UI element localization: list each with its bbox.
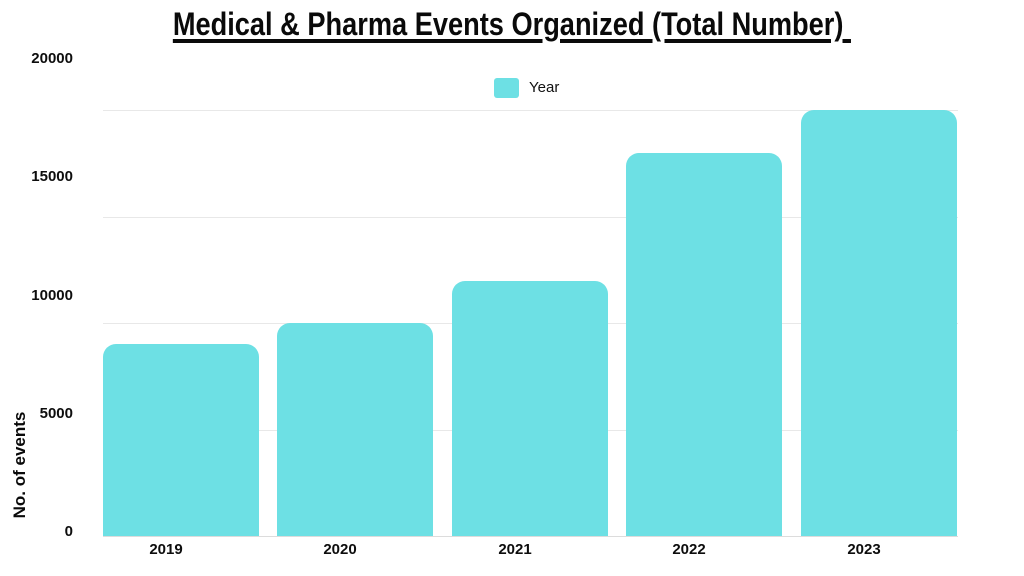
x-tick-label: 2022 [672,541,706,558]
x-tick-label: 2021 [498,541,532,558]
legend-label: Year [529,79,560,96]
gridline [103,110,958,111]
y-tick-label: 10000 [31,287,73,304]
y-tick-label: 15000 [31,168,73,185]
bar [452,281,608,536]
x-tick-label: 2023 [847,541,881,558]
bar [801,110,957,536]
y-axis-title: No. of events [10,411,29,519]
y-tick-label: 0 [64,523,73,540]
bar [277,323,433,536]
bar [103,344,259,536]
y-tick-label: 20000 [31,50,73,67]
x-axis-baseline [103,536,958,537]
bar [626,153,782,536]
gridline [103,217,958,218]
x-tick-label: 2019 [149,541,183,558]
legend-swatch-icon [494,77,519,98]
y-tick-label: 5000 [39,405,73,422]
x-tick-label: 2020 [323,541,357,558]
legend: Year [494,77,559,98]
chart-title: Medical & Pharma Events Organized (Total… [172,6,852,42]
title-row: Medical & Pharma Events Organized (Total… [0,6,1024,43]
